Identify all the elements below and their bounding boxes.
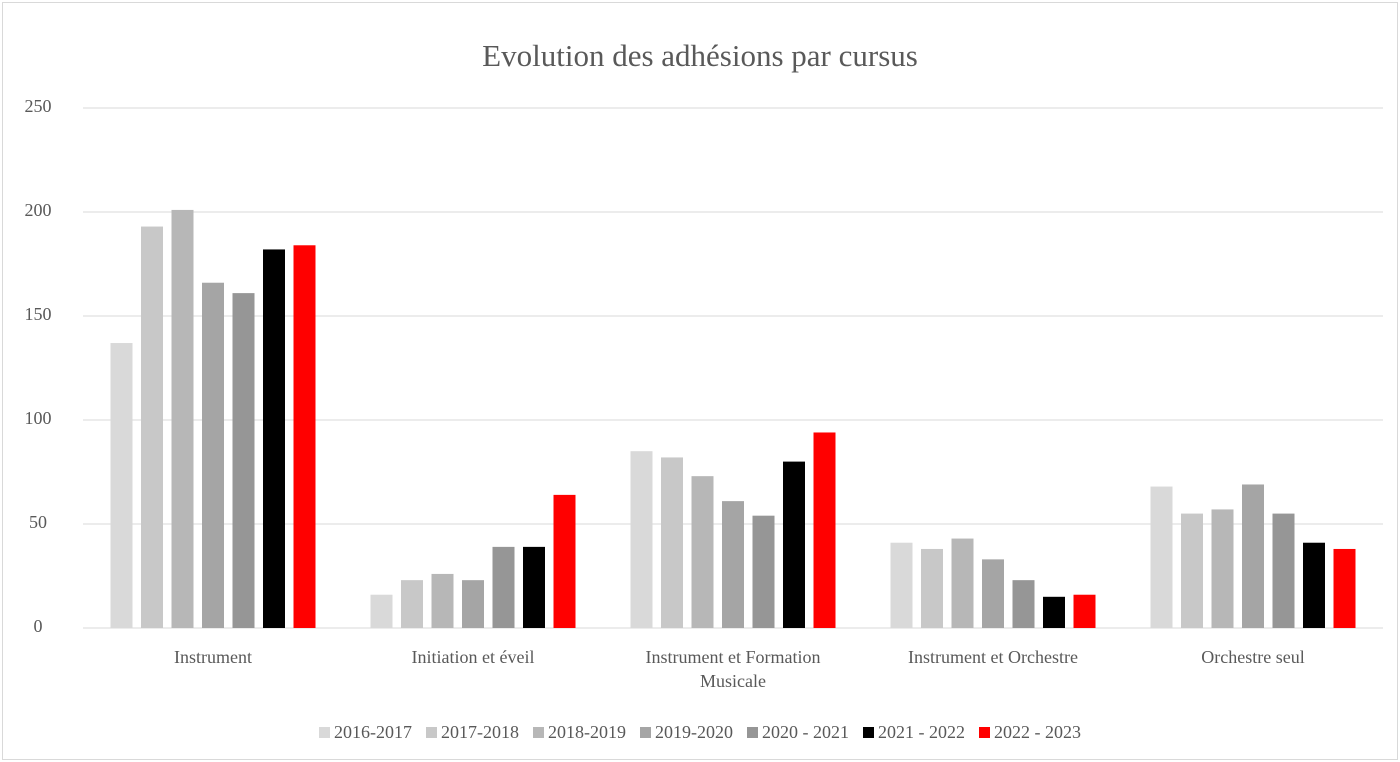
bar [232,293,255,628]
bar [661,457,683,628]
bar [1333,548,1356,628]
legend-swatch [863,727,874,738]
bar [982,559,1004,628]
bar [431,573,454,628]
y-tick-label: 50 [29,512,47,532]
bar [890,542,913,628]
legend-item: 2018-2019 [533,722,626,743]
legend-label: 2021 - 2022 [878,722,965,742]
y-tick-label: 150 [25,304,52,324]
legend-swatch [747,727,758,738]
bar [523,546,545,628]
chart-title: Evolution des adhésions par cursus [482,38,918,73]
bar [263,249,285,628]
bar [691,476,714,628]
x-tick-label: Instrument [174,647,252,667]
bar [783,461,805,628]
bar [951,538,974,628]
legend-swatch [979,727,990,738]
bar [1303,542,1325,628]
bar [1150,486,1173,628]
bar [293,245,316,628]
bar [1012,580,1035,628]
bar [492,546,515,628]
legend-label: 2016-2017 [334,722,412,742]
bar [370,594,393,628]
bar [1242,484,1264,628]
y-tick-label: 100 [25,408,52,428]
bar [752,515,775,628]
legend-item: 2017-2018 [426,722,519,743]
bar [141,226,163,628]
bar [171,209,194,629]
legend-swatch [640,727,651,738]
bar [1211,509,1234,628]
legend-swatch [319,727,330,738]
legend-label: 2017-2018 [441,722,519,742]
bar [630,451,653,628]
bar [1043,596,1065,628]
legend-item: 2016-2017 [319,722,412,743]
legend-label: 2019-2020 [655,722,733,742]
legend-item: 2020 - 2021 [747,722,849,743]
bar [921,548,943,628]
x-tick-label: Orchestre seul [1201,647,1305,667]
bar [1073,594,1096,628]
legend-label: 2018-2019 [548,722,626,742]
legend-label: 2020 - 2021 [762,722,849,742]
bar [1272,513,1295,628]
y-tick-label: 0 [34,616,43,636]
legend-item: 2022 - 2023 [979,722,1081,743]
bar [553,494,576,628]
y-tick-label: 200 [25,200,52,220]
bar [202,282,224,628]
bar [1181,513,1203,628]
legend-swatch [533,727,544,738]
legend-label: 2022 - 2023 [994,722,1081,742]
legend-item: 2019-2020 [640,722,733,743]
bar [401,580,423,628]
x-tick-label: Instrument et Orchestre [908,647,1078,667]
legend-item: 2021 - 2022 [863,722,965,743]
y-tick-label: 250 [25,96,52,116]
x-tick-label: Instrument et Formation Musicale [645,647,821,691]
bar [462,580,484,628]
bar [110,343,133,628]
legend-swatch [426,727,437,738]
bar [813,432,836,628]
x-tick-label: Initiation et éveil [411,647,535,667]
legend: 2016-2017 2017-2018 2018-2019 2019-2020 2020… [0,722,1400,743]
bar [722,501,744,628]
